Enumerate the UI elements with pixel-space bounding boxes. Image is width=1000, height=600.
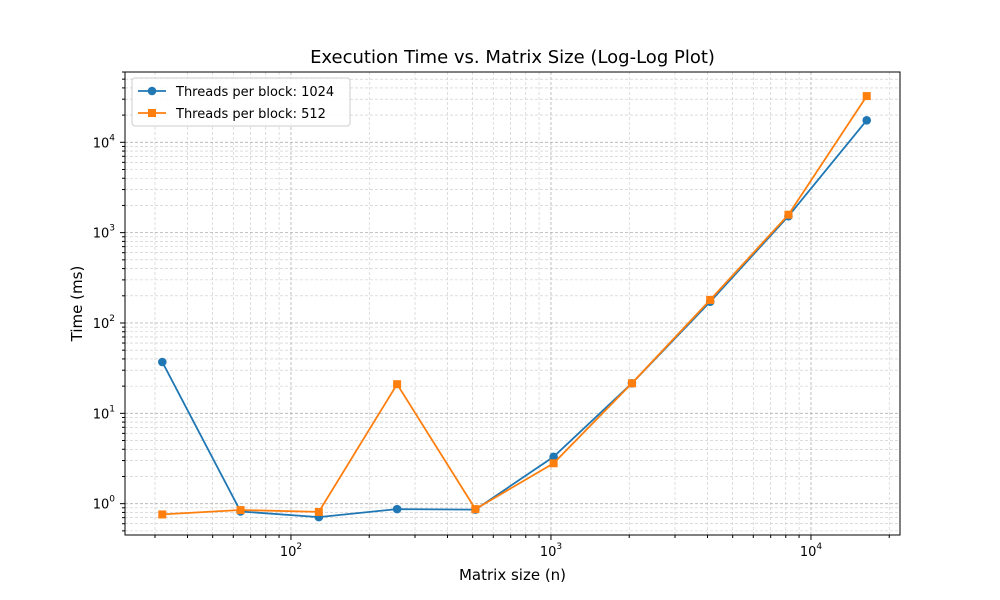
y-tick-label: 101	[93, 404, 115, 422]
data-point	[862, 92, 871, 101]
legend-marker	[148, 109, 156, 117]
series-line	[162, 95, 868, 516]
legend-entry: Threads per block: 512	[175, 107, 326, 122]
legend-box	[131, 77, 351, 127]
x-tick-label: 104	[800, 542, 823, 560]
legend: Threads per block: 1024 Threads per block…	[131, 77, 351, 127]
legend-entry: Threads per block: 1024	[175, 85, 334, 100]
plot-frame	[124, 71, 901, 536]
x-axis-label: Matrix size (n)	[459, 566, 566, 584]
data-point	[862, 116, 872, 125]
data-point	[157, 357, 167, 367]
data-point	[784, 210, 793, 219]
data-point	[158, 510, 167, 519]
y-tick-label: 104	[93, 133, 116, 151]
series-2	[158, 92, 871, 519]
y-tick-label: 103	[93, 224, 115, 242]
data-point	[471, 505, 480, 514]
x-axis: 102 103 104	[154, 535, 890, 560]
chart-title: Execution Time vs. Matrix Size (Log-Log …	[310, 47, 715, 68]
series-1	[157, 116, 872, 522]
y-axis: 100 101 102 103 104	[93, 71, 125, 532]
data-point	[393, 380, 402, 389]
y-axis-label: Time (ms)	[68, 266, 86, 343]
y-tick-label: 102	[93, 314, 115, 332]
series-line	[161, 119, 868, 519]
data-point	[627, 379, 636, 388]
x-tick-label: 102	[280, 542, 302, 560]
data-point	[392, 504, 402, 514]
grid-lines	[125, 71, 900, 535]
data-point	[549, 459, 558, 468]
y-tick-label: 100	[93, 495, 116, 513]
data-point	[236, 506, 245, 515]
data-point	[706, 295, 715, 304]
data-point	[314, 507, 323, 516]
data-point	[549, 452, 558, 462]
series-layer	[157, 92, 872, 522]
x-tick-label: 103	[540, 542, 562, 560]
legend-marker	[147, 86, 157, 96]
